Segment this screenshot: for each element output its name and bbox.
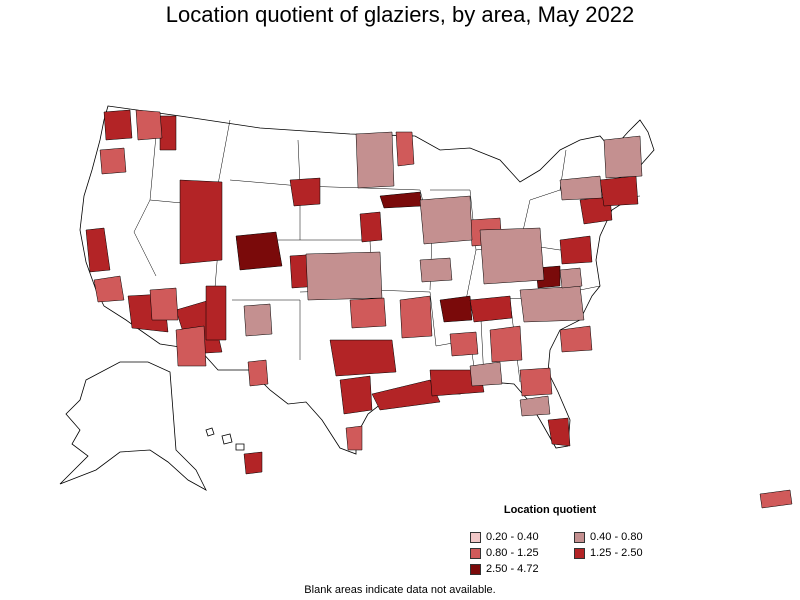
area-shape [243,451,263,475]
area-shape [489,325,523,363]
area-shape [449,331,479,357]
legend-label: 0.40 - 0.80 [590,531,643,543]
area-shape [419,257,453,283]
area-shape [399,295,433,339]
area-shape [469,295,513,323]
legend-label: 0.20 - 0.40 [486,531,539,543]
area-shape [289,177,321,207]
legend-grid: 0.20 - 0.40 0.40 - 0.80 0.80 - 1.25 1.25… [470,530,670,576]
area-shape [519,285,585,323]
area-shape [429,369,485,397]
legend-swatch [470,563,481,575]
area-shape [235,231,283,271]
legend-item: 0.80 - 1.25 [470,546,574,560]
legend-label: 0.80 - 1.25 [486,547,539,559]
legend-label: 2.50 - 4.72 [486,563,539,575]
legend-swatch [470,531,481,543]
legend-item: 1.25 - 2.50 [574,546,674,560]
area-shape [559,267,583,289]
area-shape [559,235,593,265]
area-shape [559,175,603,201]
area-shape [99,147,127,175]
area-shape [93,275,125,303]
area-shape [243,303,273,337]
area-shape [759,489,793,509]
area-shape [339,375,373,415]
area-shape [349,297,387,329]
blank-areas-note: Blank areas indicate data not available. [304,584,496,596]
area-shape [359,211,383,243]
area-shape [547,417,571,447]
area-shape [205,285,227,341]
area-shape [371,379,441,411]
area-shape [159,115,177,151]
area-shape [103,109,133,141]
area-shape [419,195,473,245]
legend-label: 1.25 - 2.50 [590,547,643,559]
legend-swatch [574,531,585,543]
legend-swatch [574,547,585,559]
area-shapes [85,109,793,509]
area-shape [179,179,223,265]
legend-title: Location quotient [503,504,597,516]
area-shape [519,395,551,417]
legend-item: 0.40 - 0.80 [574,530,674,544]
area-shape [395,131,415,167]
map-title: Location quotient of glaziers, by area, … [165,2,635,27]
area-shape [559,325,593,353]
area-shape [599,175,639,207]
area-shape [479,227,545,285]
area-shape [439,295,473,323]
area-shape [149,287,179,321]
area-shape [469,361,503,387]
area-shape [175,325,207,367]
area-shape [603,135,643,179]
map-legend: Location quotient 0.20 - 0.40 0.40 - 0.8… [470,504,670,576]
area-shape [305,251,383,301]
area-shape [85,227,111,273]
area-shape [135,109,163,141]
legend-item: 2.50 - 4.72 [470,562,574,576]
alaska-outline [59,361,207,491]
area-shape [247,359,269,387]
area-shape [355,131,395,189]
area-shape [329,339,397,377]
hawaii-islands [205,427,245,451]
area-shape [519,367,553,397]
legend-item: 0.20 - 0.40 [470,530,574,544]
area-shape [345,425,363,451]
legend-swatch [470,547,481,559]
